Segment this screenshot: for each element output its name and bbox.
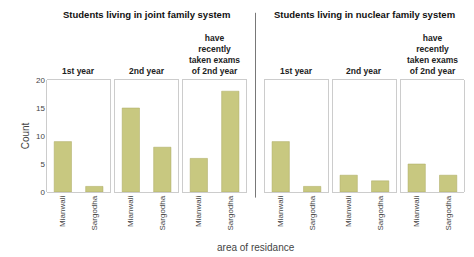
svg-text:Sargodha: Sargodha [308,195,317,230]
svg-text:Sargodha: Sargodha [444,195,453,230]
svg-text:Mianwali: Mianwali [276,196,285,227]
svg-text:20: 20 [36,76,45,85]
svg-text:2nd year: 2nd year [129,66,165,76]
svg-text:15: 15 [36,104,45,113]
svg-text:10: 10 [36,132,45,141]
svg-text:Sargodha: Sargodha [376,195,385,230]
svg-text:Mianwali: Mianwali [58,196,67,227]
svg-text:haverecentlytaken examsof 2nd: haverecentlytaken examsof 2nd year [189,33,240,76]
svg-text:haverecentlytaken examsof 2nd: haverecentlytaken examsof 2nd year [407,33,458,76]
svg-text:Sargodha: Sargodha [226,195,235,230]
svg-text:area of residance: area of residance [217,242,295,253]
svg-text:1st year: 1st year [280,66,313,76]
svg-text:0: 0 [40,188,45,197]
svg-text:Students living in nuclear fam: Students living in nuclear family system [274,9,455,20]
svg-text:Students living in joint famil: Students living in joint family system [63,9,230,20]
svg-text:Mianwali: Mianwali [126,196,135,227]
svg-text:Mianwali: Mianwali [194,196,203,227]
svg-text:Sargodha: Sargodha [158,195,167,230]
svg-text:Count: Count [20,122,31,149]
svg-text:1st year: 1st year [62,66,95,76]
svg-text:2nd year: 2nd year [346,66,382,76]
svg-text:Mianwali: Mianwali [412,196,421,227]
svg-text:Sargodha: Sargodha [90,195,99,230]
svg-text:Mianwali: Mianwali [344,196,353,227]
svg-text:5: 5 [40,160,45,169]
